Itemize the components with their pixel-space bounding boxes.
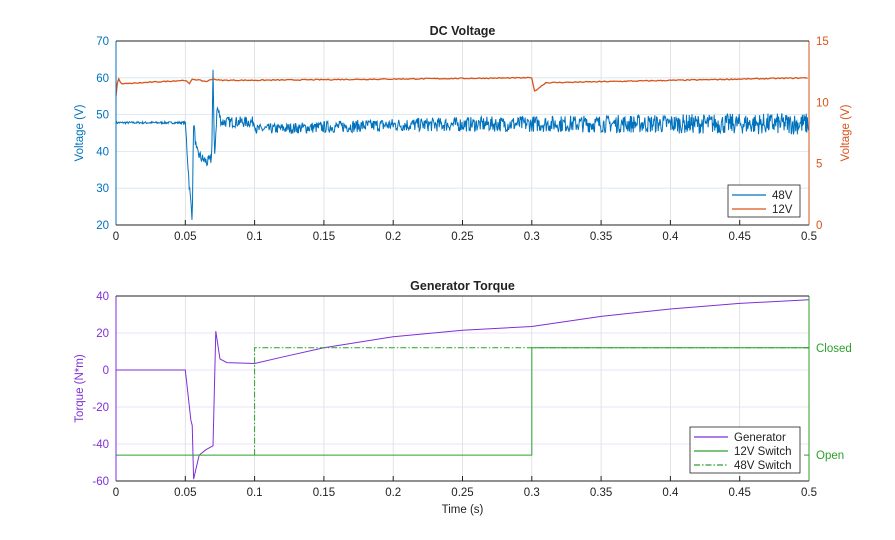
y-tick-label: -60 bbox=[92, 476, 109, 488]
x-tick-label: 0.4 bbox=[662, 231, 679, 243]
y-axis-label: Torque (N*m) bbox=[74, 354, 86, 423]
y-tick-label: -40 bbox=[92, 439, 109, 451]
legend-label: 48V Switch bbox=[734, 460, 792, 472]
right-y-tick-label: 15 bbox=[816, 36, 829, 48]
legend: Generator 12V Switch 48V Switch bbox=[689, 426, 801, 474]
series-line-48v-switch bbox=[254, 347, 809, 456]
chart-title: Generator Torque bbox=[410, 279, 515, 293]
legend-box bbox=[727, 184, 801, 218]
y-tick-label: 60 bbox=[96, 73, 109, 85]
x-tick-label: 0.2 bbox=[385, 487, 401, 499]
generator-torque-axes: 0 0.05 0.1 0.15 0.2 0.25 0.3 0.35 0.4 0.45 0.5 -60 -… bbox=[74, 279, 852, 516]
y-tick-label: 70 bbox=[96, 36, 109, 48]
x-tick-label: 0.15 bbox=[313, 231, 335, 243]
y-tick-label: 20 bbox=[96, 328, 109, 340]
x-tick-label: 0.5 bbox=[801, 231, 817, 243]
right-y-tick-label: 0 bbox=[816, 220, 822, 232]
legend-label: 48V bbox=[772, 190, 793, 202]
x-tick-label: 0.4 bbox=[662, 487, 679, 499]
right-y-tick-label: 5 bbox=[816, 159, 822, 171]
x-tick-label: 0.3 bbox=[524, 487, 540, 499]
x-tick-label: 0.05 bbox=[174, 487, 196, 499]
legend-label: 12V Switch bbox=[734, 446, 792, 458]
legend-label: Generator bbox=[734, 432, 786, 444]
x-tick-label: 0.3 bbox=[524, 231, 540, 243]
series-line-generator bbox=[116, 299, 810, 480]
x-tick-label: 0.05 bbox=[174, 231, 196, 243]
y-tick-label: -20 bbox=[92, 402, 109, 414]
legend-label: 12V bbox=[772, 204, 793, 216]
x-tick-label: 0.45 bbox=[729, 487, 751, 499]
x-tick-label: 0.25 bbox=[451, 487, 473, 499]
y-tick-label: 50 bbox=[96, 110, 109, 122]
right-y-tick-label: Closed bbox=[816, 343, 852, 355]
chart-title: DC Voltage bbox=[430, 24, 496, 38]
series-line-12v bbox=[115, 76, 808, 97]
x-tick-label: 0.5 bbox=[801, 487, 817, 499]
y-axis-label: Voltage (V) bbox=[74, 104, 86, 161]
x-tick-label: 0.35 bbox=[590, 487, 612, 499]
x-axis-label: Time (s) bbox=[442, 504, 484, 516]
x-tick-label: 0.25 bbox=[451, 231, 473, 243]
x-tick-label: 0.15 bbox=[313, 487, 335, 499]
x-tick-label: 0 bbox=[113, 487, 119, 499]
x-tick-label: 0.45 bbox=[729, 231, 751, 243]
x-tick-label: 0 bbox=[113, 231, 119, 243]
y-tick-label: 0 bbox=[103, 365, 109, 377]
y-tick-label: 30 bbox=[96, 183, 109, 195]
x-tick-label: 0.1 bbox=[247, 231, 263, 243]
x-tick-label: 0.2 bbox=[385, 231, 401, 243]
dc-voltage-axes: 0 0.05 0.1 0.15 0.2 0.25 0.3 0.35 0.4 0.45 0.5 20 30… bbox=[74, 24, 852, 243]
right-y-tick-label: Open bbox=[816, 450, 844, 462]
y-tick-label: 40 bbox=[96, 291, 109, 303]
series-line-48v bbox=[115, 69, 809, 220]
y-tick-label: 20 bbox=[96, 220, 109, 232]
x-tick-label: 0.1 bbox=[247, 487, 263, 499]
right-y-axis-label: Voltage (V) bbox=[840, 104, 852, 161]
x-tick-label: 0.35 bbox=[590, 231, 612, 243]
y-tick-label: 40 bbox=[96, 146, 109, 158]
right-y-tick-label: 10 bbox=[816, 97, 829, 109]
